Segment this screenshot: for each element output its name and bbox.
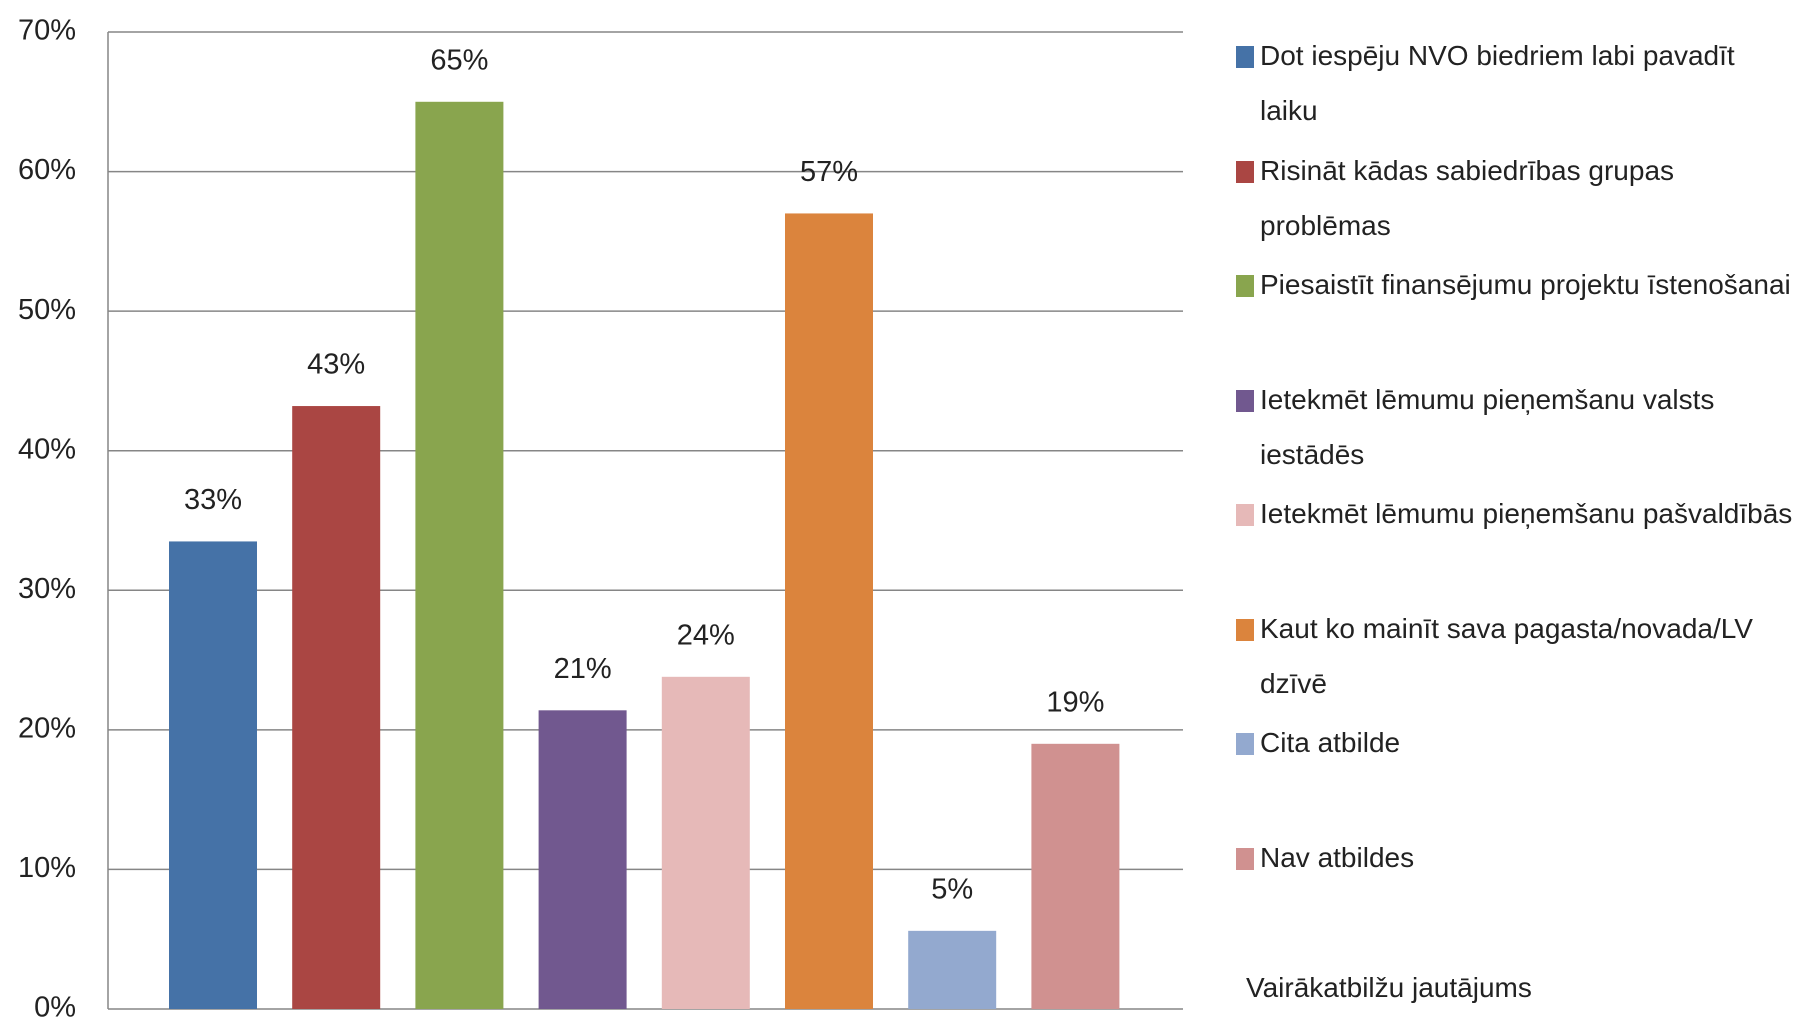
legend-swatch	[1236, 618, 1254, 641]
bar	[538, 710, 627, 1009]
bar	[1031, 743, 1120, 1009]
data-label: 5%	[931, 873, 973, 905]
bar	[661, 676, 750, 1009]
bar	[908, 930, 997, 1009]
legend-item: Kaut ko mainīt sava pagasta/novada/LV dz…	[1236, 601, 1796, 711]
legend-item: Nav atbildes	[1236, 830, 1796, 885]
y-tick-label: 30%	[18, 573, 76, 605]
legend-swatch	[1236, 733, 1254, 755]
legend-label: Ietekmēt lēmumu pieņemšanu pašvaldībās	[1260, 498, 1793, 529]
legend-label: Risināt kādas sabiedrības grupas problēm…	[1260, 154, 1675, 241]
legend-item: Cita atbilde	[1236, 715, 1796, 770]
legend-label: Piesaistīt finansējumu projektu īstenoša…	[1260, 269, 1791, 300]
legend-label: Kaut ko mainīt sava pagasta/novada/LV dz…	[1260, 612, 1753, 699]
legend-label: Ietekmēt lēmumu pieņemšanu valsts iestād…	[1260, 383, 1715, 470]
legend-swatch	[1236, 275, 1254, 297]
legend-item: Risināt kādas sabiedrības grupas problēm…	[1236, 143, 1796, 253]
legend-swatch	[1236, 847, 1254, 870]
legend-swatch	[1236, 504, 1254, 526]
bar	[169, 541, 257, 1009]
legend-label: Cita atbilde	[1260, 727, 1401, 758]
legend-item: Piesaistīt finansējumu projektu īstenoša…	[1236, 257, 1796, 312]
legend-swatch	[1236, 46, 1254, 68]
legend-swatch	[1236, 389, 1254, 412]
legend-label: Dot iespēju NVO biedriem labi pavadīt la…	[1260, 40, 1735, 126]
bar	[415, 101, 504, 1010]
annotation: Vairākatbilžu jautājums	[1246, 972, 1532, 1003]
data-label: 24%	[677, 619, 735, 651]
bar	[292, 406, 381, 1010]
legend-item: Dot iespēju NVO biedriem labi pavadīt la…	[1236, 28, 1796, 138]
data-label: 57%	[800, 156, 858, 188]
y-tick-label: 0%	[34, 992, 76, 1024]
data-label: 21%	[554, 653, 612, 685]
legend-swatch	[1236, 160, 1254, 183]
legend-item: Ietekmēt lēmumu pieņemšanu pašvaldībās	[1236, 486, 1796, 541]
y-tick-label: 40%	[18, 433, 76, 465]
data-label: 65%	[430, 44, 488, 76]
data-label: 19%	[1046, 686, 1104, 718]
data-label: 33%	[184, 484, 242, 516]
legend-item: Ietekmēt lēmumu pieņemšanu valsts iestād…	[1236, 372, 1796, 482]
y-tick-label: 50%	[18, 294, 76, 326]
legend-label: Nav atbildes	[1260, 841, 1415, 873]
y-tick-label: 70%	[18, 15, 76, 47]
bar	[785, 213, 873, 1009]
y-tick-label: 10%	[18, 852, 76, 884]
y-tick-label: 20%	[18, 713, 76, 745]
data-label: 43%	[307, 349, 365, 381]
y-tick-label: 60%	[18, 154, 76, 186]
